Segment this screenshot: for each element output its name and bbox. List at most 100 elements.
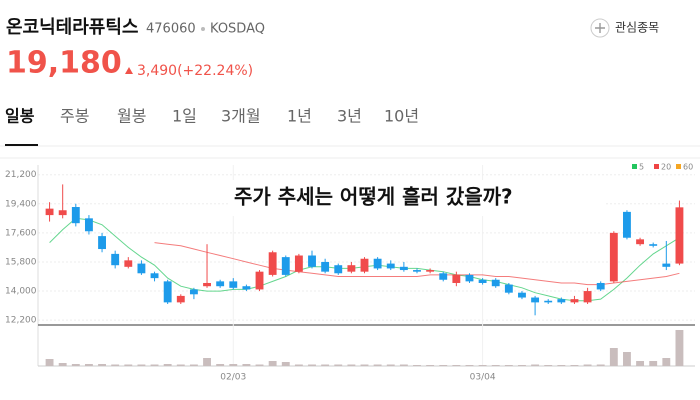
volume-bar: [399, 364, 408, 366]
candle-body: [294, 255, 303, 272]
candle-body: [216, 281, 225, 287]
candle-body: [557, 299, 566, 303]
tab[interactable]: 1년: [287, 107, 312, 126]
candle-body: [98, 236, 106, 250]
candle-body: [544, 300, 553, 303]
volume-bar: [150, 364, 159, 366]
candle-body: [229, 281, 238, 288]
volume-bar: [662, 358, 671, 366]
y-tick-label: 12,200: [5, 316, 37, 326]
price-change: 3,490(+22.24%): [137, 63, 253, 79]
volume-bar: [596, 364, 605, 366]
volume-bar: [216, 364, 225, 366]
candle-body: [609, 232, 618, 282]
volume-bar: [636, 361, 645, 366]
x-tick-label: 03/04: [470, 373, 496, 383]
volume-bar: [203, 358, 211, 366]
moving-average-line: [154, 242, 680, 286]
volume-bar: [229, 364, 238, 366]
candle-body: [242, 286, 251, 290]
candle-body: [452, 274, 461, 283]
volume-bar: [426, 365, 435, 366]
annotation: 주가 추세는 어떻게 흘러 갔을까?: [234, 185, 513, 209]
volume-bar: [649, 361, 658, 366]
candle-body: [203, 282, 211, 287]
candle-body: [268, 252, 277, 275]
separator-dot: [201, 27, 205, 31]
candle-body: [623, 211, 631, 238]
market: KOSDAQ: [210, 22, 265, 37]
y-tick-label: 17,600: [5, 228, 37, 238]
volume-bar: [609, 348, 618, 366]
candle-body: [360, 258, 369, 272]
volume-bar: [518, 365, 526, 366]
candle-body: [399, 266, 408, 271]
volume-bar: [268, 361, 277, 366]
candle-body: [649, 244, 658, 246]
volume-bar: [360, 364, 369, 366]
up-arrow: [125, 67, 133, 74]
volume-bar: [45, 359, 54, 366]
stock-name: 온코닉테라퓨틱스: [6, 17, 138, 38]
candle-body: [71, 207, 80, 224]
volume-bar: [504, 365, 513, 366]
candle-body: [58, 210, 67, 216]
volume-bar: [623, 352, 631, 366]
tab[interactable]: 일봉: [5, 107, 35, 126]
y-tick-label: 19,400: [5, 199, 37, 209]
candle-body: [426, 270, 435, 272]
volume-bar: [452, 365, 461, 366]
candle-body: [189, 289, 198, 295]
tab[interactable]: 주봉: [60, 107, 89, 126]
volume-bar: [347, 364, 356, 366]
legend-swatch: [676, 164, 681, 169]
volume-bar: [294, 364, 303, 366]
candle-body: [504, 284, 513, 293]
tab[interactable]: 3년: [337, 107, 362, 126]
candle-body: [636, 239, 645, 245]
volume-bar: [176, 364, 185, 366]
annotation-box: [228, 180, 606, 216]
volume-bar: [465, 365, 474, 366]
y-tick-label: 14,000: [5, 287, 37, 297]
tab[interactable]: 월봉: [117, 107, 146, 126]
candle-body: [308, 255, 316, 267]
candle-body: [386, 263, 395, 269]
candle-body: [531, 297, 540, 303]
volume-bar: [386, 364, 395, 366]
candle-body: [84, 218, 93, 232]
candle-body: [150, 273, 159, 279]
tab[interactable]: 3개월: [221, 107, 261, 126]
watch-icon[interactable]: [590, 18, 610, 38]
tab[interactable]: 10년: [384, 107, 419, 126]
tab[interactable]: 1일: [172, 107, 197, 126]
candle-body: [675, 207, 684, 264]
volume-bar: [675, 330, 684, 366]
candle-body: [176, 295, 185, 303]
candle-body: [596, 282, 605, 290]
candle-body: [111, 253, 120, 266]
candle-body: [478, 279, 487, 283]
volume-bar: [255, 364, 264, 366]
volume-bar: [98, 364, 106, 366]
volume-bar: [478, 365, 487, 366]
volume-bar: [163, 364, 172, 366]
volume-bar: [334, 364, 343, 366]
legend-swatch: [632, 164, 637, 169]
volume-bar: [557, 365, 566, 366]
candle-body: [570, 299, 579, 303]
candle-body: [373, 258, 382, 269]
candle-body: [124, 260, 133, 267]
watch-button[interactable]: 관심종목: [615, 21, 659, 35]
candle-body: [491, 279, 500, 287]
volume-bar: [583, 364, 592, 366]
candle-body: [137, 263, 146, 274]
candle-body: [163, 281, 172, 303]
volume-bar: [111, 364, 120, 366]
y-tick-label: 15,800: [5, 257, 37, 267]
volume-bar: [281, 362, 290, 366]
legend-swatch: [654, 164, 659, 169]
volume-bar: [544, 365, 553, 366]
plus: [595, 23, 605, 33]
